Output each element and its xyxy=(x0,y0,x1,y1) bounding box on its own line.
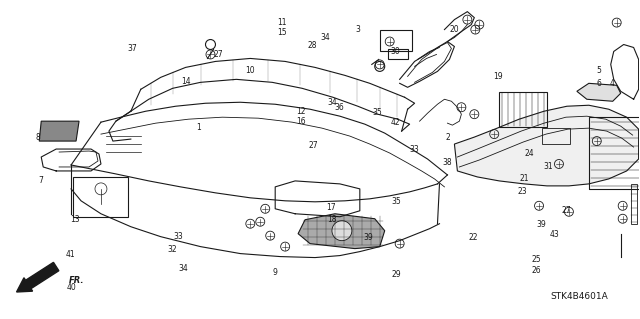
Text: 23: 23 xyxy=(518,187,527,196)
Text: 19: 19 xyxy=(493,72,503,81)
Text: 22: 22 xyxy=(468,233,477,242)
Bar xyxy=(589,117,640,189)
Bar xyxy=(73,177,128,217)
Text: 3: 3 xyxy=(356,25,361,34)
Text: 10: 10 xyxy=(245,66,255,75)
Text: 4: 4 xyxy=(609,79,614,88)
Text: STK4B4601A: STK4B4601A xyxy=(550,292,608,301)
Text: 11: 11 xyxy=(277,19,287,27)
Bar xyxy=(542,128,570,144)
Text: 36: 36 xyxy=(334,103,344,112)
Text: 18: 18 xyxy=(326,215,336,224)
Text: 39: 39 xyxy=(537,220,547,229)
FancyArrow shape xyxy=(17,262,59,292)
Text: 7: 7 xyxy=(38,176,44,185)
Text: 21: 21 xyxy=(519,174,529,183)
Bar xyxy=(499,92,547,127)
Text: 6: 6 xyxy=(596,79,602,88)
Circle shape xyxy=(332,221,352,241)
Bar xyxy=(630,184,637,224)
Text: 37: 37 xyxy=(127,44,137,54)
Text: 17: 17 xyxy=(326,203,336,211)
Text: 1: 1 xyxy=(196,123,202,132)
Text: 34: 34 xyxy=(328,98,338,107)
Text: 35: 35 xyxy=(372,108,382,117)
Text: 14: 14 xyxy=(181,77,191,86)
Text: 15: 15 xyxy=(277,28,287,37)
Text: 40: 40 xyxy=(67,283,76,292)
Text: 32: 32 xyxy=(167,245,177,254)
Text: 35: 35 xyxy=(392,197,401,206)
Text: 26: 26 xyxy=(532,266,541,275)
Text: 33: 33 xyxy=(173,232,184,241)
Text: 30: 30 xyxy=(390,47,400,56)
Bar xyxy=(388,49,408,59)
Text: 24: 24 xyxy=(524,149,534,158)
Text: 5: 5 xyxy=(596,66,602,75)
Text: 27: 27 xyxy=(561,206,571,215)
Text: 25: 25 xyxy=(532,255,541,264)
Text: 20: 20 xyxy=(449,25,459,34)
Text: 13: 13 xyxy=(70,215,79,224)
Text: 34: 34 xyxy=(320,33,330,42)
Text: 43: 43 xyxy=(550,230,559,239)
Text: FR.: FR. xyxy=(69,277,84,286)
Text: 29: 29 xyxy=(392,270,401,279)
Text: 41: 41 xyxy=(65,250,75,259)
Text: 27: 27 xyxy=(309,141,319,150)
Bar xyxy=(380,30,412,51)
Polygon shape xyxy=(298,214,385,249)
Text: 16: 16 xyxy=(296,117,306,126)
Text: 42: 42 xyxy=(390,118,400,128)
Text: 12: 12 xyxy=(296,108,306,116)
Polygon shape xyxy=(39,121,79,141)
Text: 8: 8 xyxy=(36,133,41,142)
Text: 27: 27 xyxy=(213,50,223,59)
Text: 2: 2 xyxy=(445,133,450,142)
Text: 28: 28 xyxy=(308,41,317,50)
Text: 9: 9 xyxy=(273,268,278,277)
Text: 34: 34 xyxy=(178,263,188,273)
Text: 31: 31 xyxy=(543,162,553,171)
Text: 33: 33 xyxy=(410,145,419,154)
Text: 39: 39 xyxy=(363,233,372,242)
Polygon shape xyxy=(577,83,621,101)
Text: 38: 38 xyxy=(443,158,452,167)
Polygon shape xyxy=(454,105,639,186)
